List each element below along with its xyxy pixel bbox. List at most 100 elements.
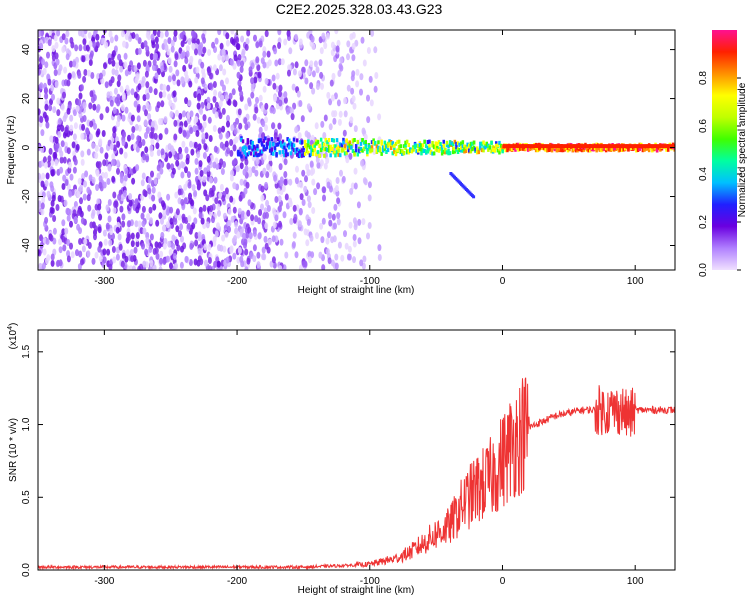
heatmap-cell: [352, 102, 357, 110]
heatmap-cell: [323, 147, 326, 152]
heatmap-cell: [495, 141, 498, 146]
heatmap-cell: [281, 150, 285, 154]
heatmap-cell: [264, 242, 269, 250]
heatmap-cell: [50, 169, 55, 177]
heatmap-cell: [253, 76, 258, 84]
heatmap-cell: [318, 144, 321, 148]
heatmap-cell: [49, 181, 54, 189]
heatmap-cell: [240, 137, 243, 142]
heatmap-cell: [425, 149, 428, 154]
heatmap-cell: [135, 232, 140, 239]
heatmap-cell: [368, 75, 373, 83]
heatmap-cell: [69, 242, 73, 250]
heatmap-cell: [491, 148, 495, 153]
heatmap-cell: [199, 169, 204, 177]
heatmap-cell: [301, 260, 306, 268]
heatmap-cell: [338, 62, 343, 70]
heatmap-cell: [48, 147, 53, 155]
heatmap-cell: [137, 47, 142, 55]
heatmap-cell: [370, 140, 374, 145]
heatmap-cell: [334, 253, 339, 261]
heatmap-cell: [207, 243, 212, 251]
heatmap-cell: [354, 148, 358, 153]
heatmap-cell: [386, 148, 390, 153]
heatmap-cell: [233, 54, 238, 62]
heatmap-cell: [310, 148, 313, 153]
heatmap-cell: [423, 149, 426, 153]
heatmap-cell: [172, 74, 176, 82]
heatmap-cell: [214, 230, 219, 238]
heatmap-cell: [397, 139, 401, 144]
heatmap-cell: [288, 47, 293, 55]
heatmap-cell: [60, 103, 65, 111]
heatmap-cell: [191, 30, 195, 38]
heatmap-cell: [456, 147, 460, 152]
heatmap-cell: [278, 84, 283, 92]
heatmap-cell: [601, 147, 605, 152]
y-tick-label: 0: [21, 144, 32, 150]
heatmap-cell: [57, 195, 62, 202]
heatmap-cell: [243, 150, 246, 155]
heatmap-cell: [313, 142, 316, 147]
heatmap-cell: [254, 215, 259, 223]
heatmap-cell: [472, 145, 476, 150]
heatmap-cell: [154, 36, 159, 44]
heatmap-cell: [183, 120, 188, 128]
heatmap-cell: [144, 132, 148, 139]
heatmap-cell: [499, 143, 503, 148]
heatmap-cell: [283, 91, 288, 99]
heatmap-cell: [350, 182, 355, 190]
heatmap-cell: [616, 146, 619, 151]
heatmap-cell: [105, 204, 110, 212]
heatmap-cell: [180, 235, 184, 243]
heatmap-cell: [155, 42, 160, 50]
heatmap-cell: [171, 242, 176, 250]
heatmap-cell: [270, 147, 273, 152]
heatmap-cell: [42, 156, 47, 164]
heatmap-cell: [321, 144, 324, 148]
heatmap-cell: [440, 145, 444, 149]
heatmap-cell: [319, 147, 323, 152]
heatmap-cell: [73, 122, 78, 130]
heatmap-cell: [277, 30, 282, 36]
heatmap-cell: [320, 82, 324, 90]
heatmap-cell: [377, 113, 382, 121]
heatmap-cell: [461, 148, 465, 153]
heatmap-cell: [420, 151, 423, 156]
heatmap-cell: [299, 149, 302, 154]
heatmap-cell: [101, 130, 106, 137]
colorbar-ticks: 0.00.20.40.60.8: [698, 71, 741, 277]
heatmap-cell: [86, 186, 91, 194]
heatmap-cell: [364, 140, 367, 144]
heatmap-cell: [79, 84, 84, 92]
heatmap-cell: [155, 219, 160, 227]
heatmap-cell: [152, 58, 157, 66]
heatmap-cell: [401, 149, 404, 154]
heatmap-cell: [346, 141, 350, 146]
heatmap-cell: [49, 206, 54, 214]
heatmap-cell: [307, 250, 312, 258]
heatmap-cell: [346, 84, 351, 92]
heatmap-cell: [124, 106, 129, 114]
heatmap-cell: [252, 229, 257, 237]
heatmap-cell: [329, 144, 332, 149]
heatmap-cell: [324, 147, 328, 152]
heatmap-cell: [196, 102, 201, 110]
heatmap-cell: [160, 148, 165, 156]
heatmap-cell: [367, 222, 372, 229]
heatmap-cell: [283, 96, 288, 104]
heatmap-cell: [109, 99, 114, 107]
heatmap-cell: [152, 264, 157, 270]
x-tick-label: -200: [227, 576, 247, 587]
heatmap-cell: [59, 166, 64, 174]
heatmap-cell: [43, 87, 48, 95]
heatmap-cell: [47, 78, 52, 86]
heatmap-cell: [218, 112, 223, 120]
heatmap-cell: [480, 141, 484, 146]
heatmap-cell: [347, 253, 352, 261]
heatmap-cell: [257, 232, 262, 240]
heatmap-cell: [169, 206, 174, 214]
heatmap-cell: [359, 146, 363, 151]
heatmap-cell: [336, 212, 341, 220]
heatmap-cell: [469, 144, 473, 149]
